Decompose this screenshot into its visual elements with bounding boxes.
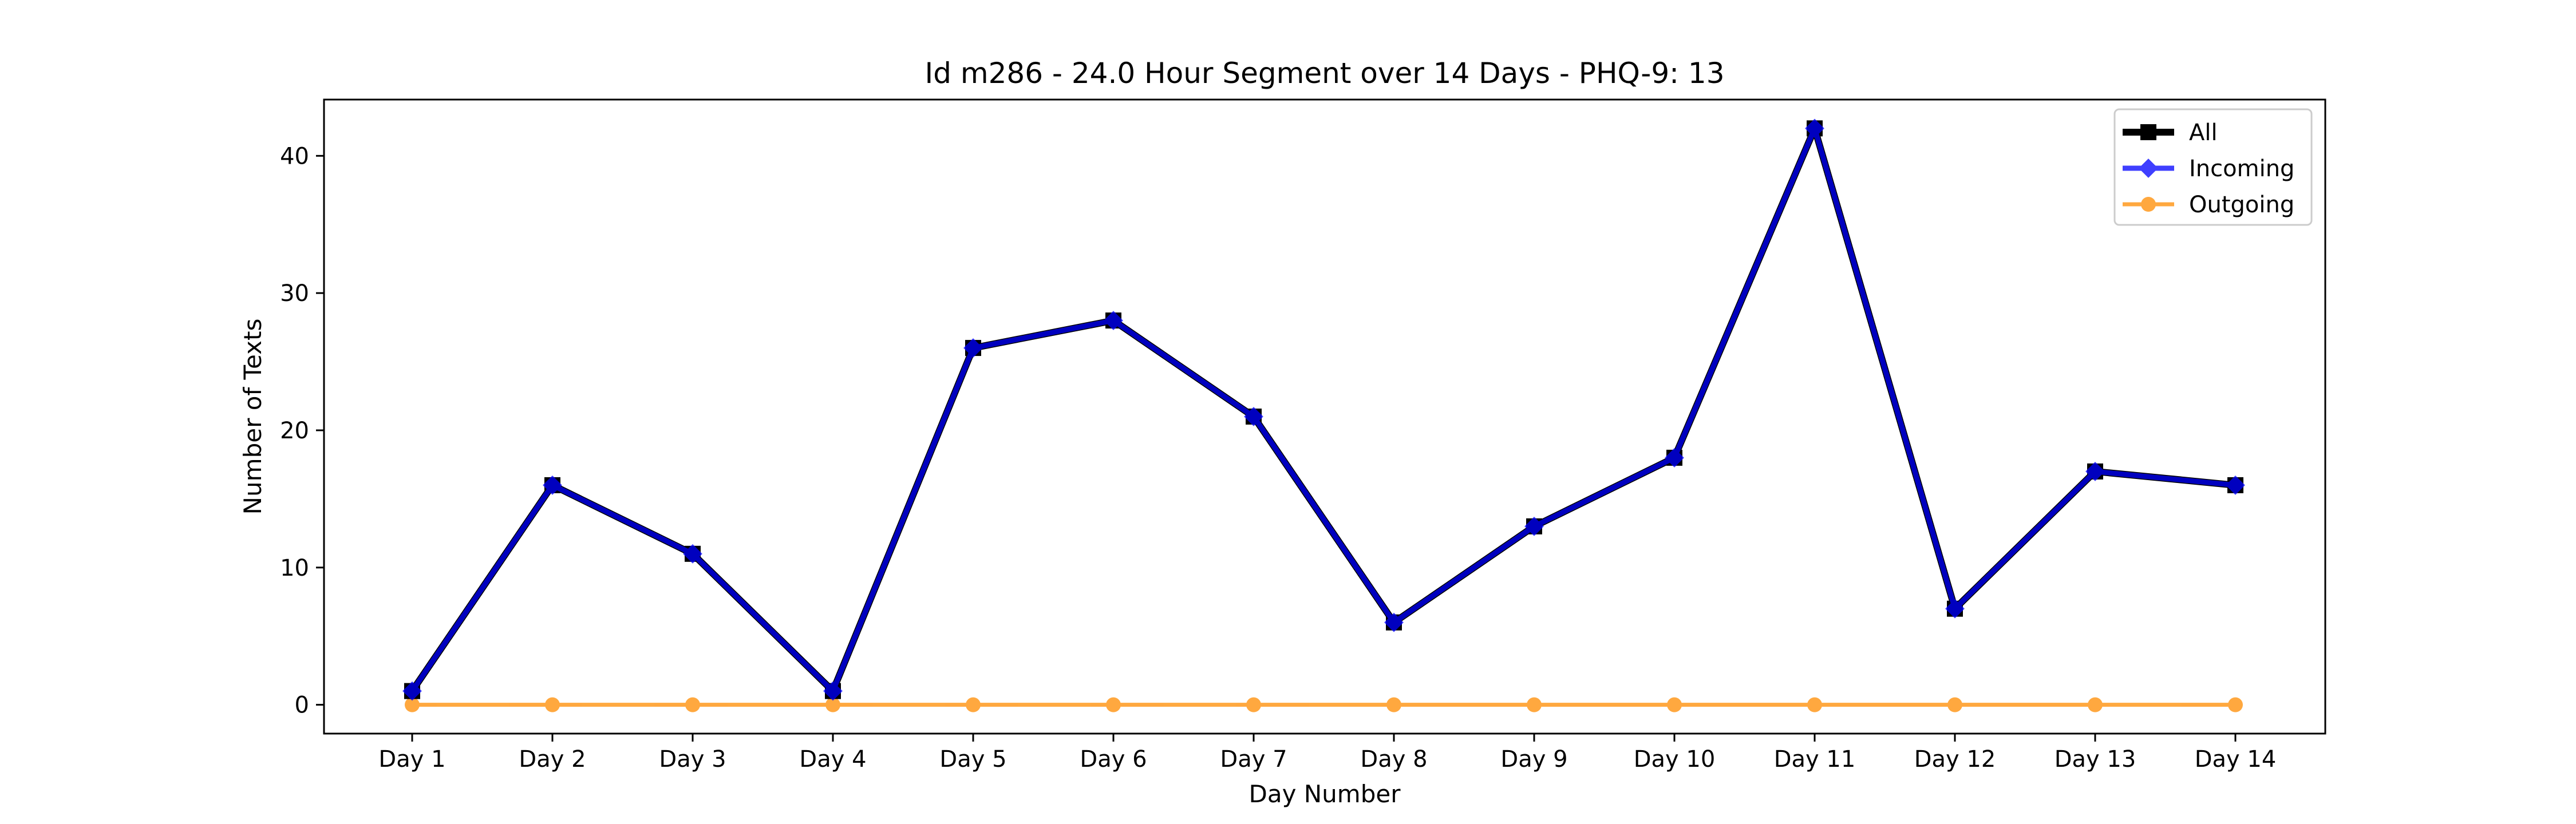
x-tick-label: Day 12 — [1914, 746, 1996, 772]
legend-item-incoming: Incoming — [2123, 156, 2294, 182]
y-tick-label: 20 — [280, 418, 309, 444]
x-tick-label: Day 4 — [799, 746, 866, 772]
plot-area — [402, 118, 2245, 712]
data-point-incoming — [823, 681, 843, 701]
x-tick-label: Day 6 — [1080, 746, 1147, 772]
data-point-incoming — [963, 338, 983, 358]
data-point-incoming — [2226, 476, 2245, 495]
y-axis-title: Number of Texts — [239, 319, 267, 515]
series-all — [404, 120, 2243, 699]
data-point-incoming — [1384, 612, 1404, 632]
legend-swatch-all — [2123, 124, 2174, 140]
series-incoming — [402, 118, 2245, 701]
x-tick-label: Day 14 — [2195, 746, 2277, 772]
series-line-incoming — [410, 125, 2236, 694]
data-point-outgoing — [405, 697, 420, 712]
x-tick-label: Day 11 — [1774, 746, 1856, 772]
legend: All Incoming Outgoing — [2113, 108, 2313, 226]
data-point-outgoing — [545, 697, 560, 712]
legend-swatch-outgoing — [2123, 197, 2174, 212]
data-point-outgoing — [966, 697, 981, 712]
data-point-incoming — [2085, 462, 2105, 481]
x-tick-label: Day 8 — [1360, 746, 1427, 772]
x-tick-label: Day 2 — [519, 746, 586, 772]
x-tick-label: Day 5 — [939, 746, 1006, 772]
data-point-outgoing — [685, 697, 700, 712]
y-tick-label: 40 — [280, 143, 309, 169]
x-tick-label: Day 13 — [2055, 746, 2136, 772]
data-point-incoming — [1244, 407, 1263, 426]
series-outgoing — [405, 697, 2243, 712]
chart-title: Id m286 - 24.0 Hour Segment over 14 Days… — [924, 57, 1724, 90]
data-point-outgoing — [1527, 697, 1542, 712]
data-point-incoming — [1524, 516, 1544, 536]
x-tick-label: Day 1 — [378, 746, 445, 772]
data-point-outgoing — [1667, 697, 1682, 712]
legend-label: Outgoing — [2189, 192, 2294, 218]
data-point-incoming — [402, 681, 422, 701]
y-tick-label: 0 — [295, 692, 309, 719]
data-point-outgoing — [2088, 697, 2103, 712]
legend-swatch-incoming — [2123, 159, 2174, 178]
legend-marker-outgoing — [2141, 197, 2156, 212]
y-tick-label: 10 — [280, 555, 309, 581]
data-point-incoming — [1805, 118, 1824, 138]
x-tick-label: Day 10 — [1634, 746, 1716, 772]
data-point-outgoing — [2228, 697, 2243, 712]
legend-label: All — [2189, 120, 2218, 146]
y-axis: 0 10 20 30 40 — [280, 143, 324, 719]
data-point-incoming — [1104, 311, 1123, 331]
plot-frame — [323, 98, 2326, 735]
legend-box — [2113, 108, 2313, 226]
data-point-incoming — [543, 476, 562, 495]
data-point-outgoing — [1947, 697, 1962, 712]
x-axis-title: Day Number — [1249, 780, 1401, 808]
legend-item-all: All — [2123, 120, 2218, 146]
legend-marker-incoming — [2139, 159, 2158, 178]
x-tick-label: Day 9 — [1500, 746, 1567, 772]
x-axis: Day 1 Day 2 Day 3 Day 4 Day 5 Day 6 Day 7 Day 8… — [378, 734, 2276, 772]
y-tick-label: 30 — [280, 280, 309, 307]
data-point-incoming — [683, 544, 702, 564]
data-point-outgoing — [1386, 697, 1401, 712]
x-tick-label: Day 7 — [1220, 746, 1287, 772]
data-point-outgoing — [1807, 697, 1822, 712]
data-point-outgoing — [1106, 697, 1121, 712]
data-point-outgoing — [1246, 697, 1261, 712]
data-point-outgoing — [825, 697, 840, 712]
data-point-incoming — [1665, 448, 1684, 468]
legend-item-outgoing: Outgoing — [2123, 192, 2294, 218]
data-point-incoming — [1945, 599, 1965, 619]
x-tick-label: Day 3 — [659, 746, 726, 772]
legend-marker-all — [2140, 124, 2156, 140]
legend-label: Incoming — [2189, 156, 2294, 182]
